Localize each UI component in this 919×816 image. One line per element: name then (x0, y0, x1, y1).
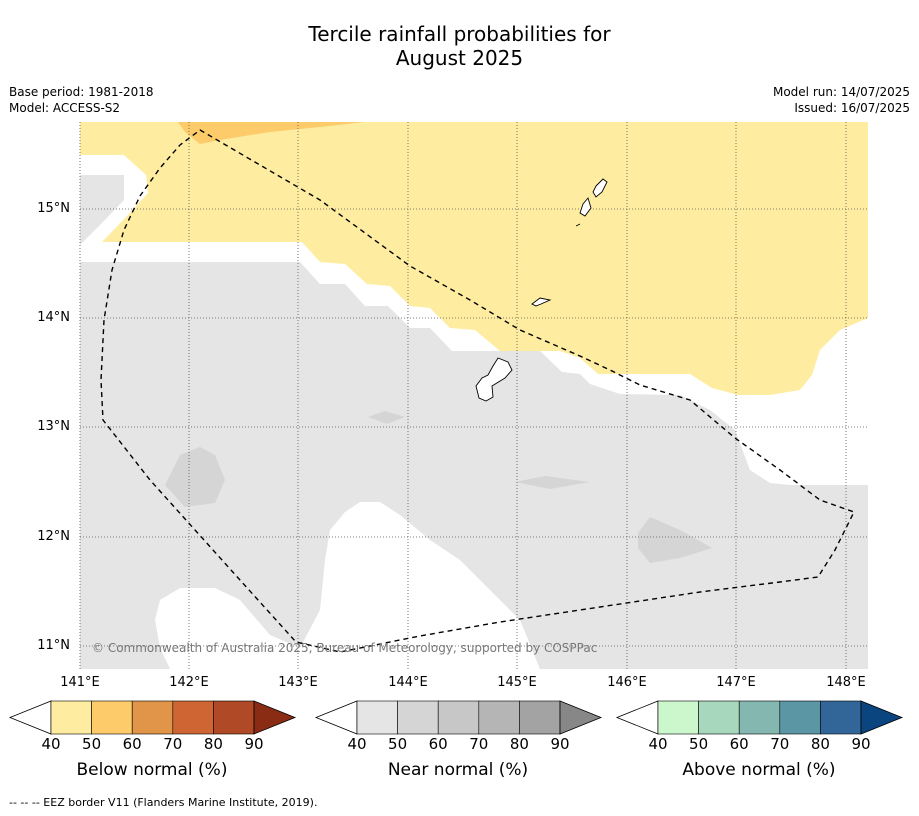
near-normal-blob-2 (368, 411, 405, 424)
below-colorbar-tick: 80 (203, 735, 223, 753)
lat-label-13: 13°N (37, 419, 70, 434)
island-tinian (579, 197, 592, 217)
colorbar-near-title: Near normal (%) (387, 760, 529, 780)
near-normal-region (80, 175, 124, 245)
near-normal-region-main (80, 262, 868, 669)
near-normal-blob-1 (165, 447, 225, 507)
near-colorbar-segment (478, 700, 520, 735)
below-colorbar-tick: 90 (244, 735, 264, 753)
below-colorbar-tick: 60 (122, 735, 142, 753)
near-colorbar-segment (519, 700, 561, 735)
near-colorbar-segment (397, 700, 439, 735)
below-colorbar-over-arrow (253, 700, 297, 735)
near-normal-blob-4 (638, 517, 712, 563)
below-colorbar-tick: 70 (163, 735, 183, 753)
island-aguijan (575, 223, 581, 227)
above-colorbar-tick: 60 (729, 735, 749, 753)
lon-label-148: 148°E (826, 675, 866, 690)
lat-label-11: 11°N (37, 638, 70, 653)
island-saipan (592, 178, 608, 198)
near-colorbar-tick: 80 (509, 735, 529, 753)
below-colorbar-tick: 50 (82, 735, 102, 753)
below-colorbar-segment (131, 700, 174, 735)
below-colorbar-segment (91, 700, 133, 735)
meta-right: Model run: 14/07/2025 Issued: 16/07/2025 (773, 84, 910, 116)
copyright-notice: © Commonwealth of Australia 2025, Bureau… (92, 641, 598, 655)
below-colorbar-segment (172, 700, 214, 735)
title-line-1: Tercile rainfall probabilities for (308, 22, 611, 46)
near-colorbar-segment (356, 700, 398, 735)
islands (475, 178, 608, 402)
base-period: Base period: 1981-2018 (9, 85, 154, 99)
below-normal-region (80, 122, 868, 395)
near-colorbar-tick: 90 (550, 735, 570, 753)
near-normal-blob-3 (515, 476, 590, 489)
lat-label-12: 12°N (37, 529, 70, 544)
colorbar-near (314, 700, 603, 735)
near-colorbar-under-arrow (314, 700, 358, 735)
near-colorbar-tick: 70 (469, 735, 489, 753)
lon-label-143: 143°E (278, 675, 318, 690)
near-colorbar-segment (437, 700, 480, 735)
above-colorbar-segment (779, 700, 821, 735)
near-colorbar-over-arrow (559, 700, 603, 735)
above-colorbar-segment (657, 700, 699, 735)
colorbar-below (8, 700, 297, 735)
model-run: Model run: 14/07/2025 (772, 85, 910, 99)
above-colorbar-tick: 70 (770, 735, 790, 753)
island-guam (475, 357, 513, 402)
issued-date: Issued: 16/07/2025 (794, 101, 910, 115)
above-colorbar-tick: 80 (810, 735, 830, 753)
eez-border (100, 129, 855, 653)
meta-left: Base period: 1981-2018 Model: ACCESS-S2 (9, 84, 154, 116)
lon-label-144: 144°E (388, 675, 428, 690)
below-colorbar-tick: 40 (41, 735, 61, 753)
colorbar-above-title: Above normal (%) (682, 760, 836, 780)
near-colorbar-tick: 50 (388, 735, 408, 753)
above-colorbar-under-arrow (615, 700, 659, 735)
map-grid (79, 122, 868, 669)
colorbar-above (615, 700, 904, 735)
near-colorbar-tick: 40 (347, 735, 367, 753)
lon-label-147: 147°E (716, 675, 756, 690)
lat-label-14: 14°N (37, 310, 70, 325)
lon-label-141: 141°E (60, 675, 100, 690)
lat-label-15: 15°N (37, 201, 70, 216)
model-name: Model: ACCESS-S2 (9, 101, 121, 115)
below-colorbar-under-arrow (8, 700, 52, 735)
lon-label-145: 145°E (497, 675, 537, 690)
above-colorbar-over-arrow (860, 700, 904, 735)
below-colorbar-segment (213, 700, 255, 735)
colorbar-below-title: Below normal (%) (76, 760, 228, 780)
above-colorbar-segment (820, 700, 862, 735)
above-colorbar-segment (738, 700, 781, 735)
above-colorbar-tick: 90 (851, 735, 871, 753)
above-colorbar-segment (698, 700, 740, 735)
below-normal-50-60-strip (178, 122, 365, 144)
above-colorbar-tick: 40 (648, 735, 668, 753)
lon-label-146: 146°E (607, 675, 647, 690)
footer-note: -- -- -- EEZ border V11 (Flanders Marine… (9, 796, 318, 809)
island-rota (531, 297, 552, 307)
title-line-2: August 2025 (395, 46, 524, 70)
lon-label-142: 142°E (169, 675, 209, 690)
below-colorbar-segment (50, 700, 92, 735)
above-colorbar-tick: 50 (689, 735, 709, 753)
near-colorbar-tick: 60 (428, 735, 448, 753)
chart-title: Tercile rainfall probabilities for Augus… (0, 22, 919, 70)
